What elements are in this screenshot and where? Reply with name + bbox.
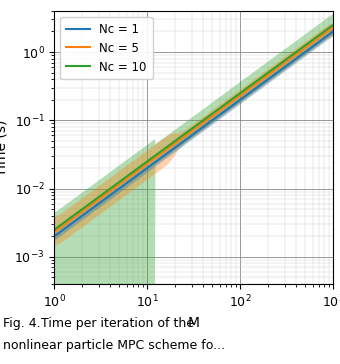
Nc = 10 <box>203 116 207 121</box>
Nc = 10 <box>218 106 222 110</box>
Line: Nc = 1: Nc = 1 <box>54 31 333 236</box>
Text: nonlinear particle MPC scheme fo...: nonlinear particle MPC scheme fo... <box>3 339 225 352</box>
Nc = 1 <box>324 34 328 39</box>
Nc = 5 <box>203 119 207 123</box>
Line: Nc = 5: Nc = 5 <box>54 27 333 232</box>
Nc = 5 <box>52 230 56 234</box>
Nc = 10 <box>324 28 328 32</box>
Y-axis label: Time (s): Time (s) <box>0 119 9 175</box>
Nc = 1 <box>331 29 335 33</box>
Text: Fig. 4.: Fig. 4. <box>3 317 41 330</box>
Nc = 5 <box>186 131 190 136</box>
Nc = 5 <box>185 132 189 137</box>
Nc = 10 <box>185 130 189 135</box>
Nc = 10 <box>186 129 190 133</box>
Nc = 5 <box>281 62 285 67</box>
Nc = 5 <box>218 108 222 112</box>
Nc = 1 <box>203 123 207 128</box>
X-axis label: M: M <box>188 316 200 330</box>
Nc = 10 <box>52 228 56 232</box>
Nc = 1 <box>52 234 56 238</box>
Legend: Nc = 1, Nc = 5, Nc = 10: Nc = 1, Nc = 5, Nc = 10 <box>60 17 153 79</box>
Nc = 1 <box>218 112 222 116</box>
Nc = 5 <box>324 30 328 35</box>
Nc = 10 <box>281 60 285 64</box>
Nc = 1 <box>281 66 285 71</box>
Nc = 1 <box>185 137 189 141</box>
Nc = 10 <box>331 23 335 27</box>
Text: Time per iteration of the: Time per iteration of the <box>41 317 194 330</box>
Nc = 1 <box>186 135 190 140</box>
Line: Nc = 10: Nc = 10 <box>54 25 333 230</box>
Nc = 5 <box>331 25 335 29</box>
